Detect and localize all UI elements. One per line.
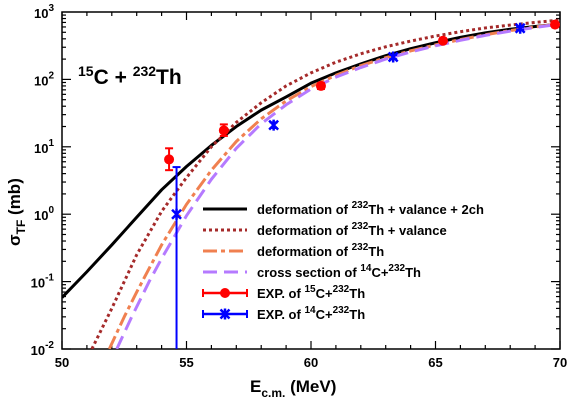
y-tick-label: 100	[34, 205, 54, 223]
x-tick-label: 55	[179, 355, 193, 370]
y-tick-label: 101	[34, 138, 54, 156]
data-point-15c	[315, 80, 326, 91]
y-tick-label: 102	[34, 70, 54, 88]
legend-label-4: cross section of 14C+232Th	[257, 263, 421, 280]
data-point-15c	[437, 35, 448, 46]
data-point-15c	[164, 154, 175, 165]
data-point-15c	[550, 19, 560, 30]
data-point-14c	[171, 208, 182, 220]
x-tick-label: 65	[428, 355, 442, 370]
x-tick-label: 70	[553, 355, 567, 370]
legend-marker	[220, 288, 230, 298]
data-point-14c	[514, 22, 526, 34]
legend-label-2: deformation of 232Th + valance	[257, 221, 447, 238]
legend-marker	[219, 308, 231, 320]
y-tick-label: 103	[34, 3, 54, 21]
series-line-2	[90, 18, 560, 349]
reaction-annotation: 15C + 232Th	[78, 63, 182, 89]
x-tick-label: 60	[304, 355, 318, 370]
x-tick-label: 50	[55, 355, 69, 370]
legend-label-5: EXP. of 15C+232Th	[257, 284, 365, 301]
y-tick-label: 10-1	[31, 273, 55, 291]
series-line-1	[62, 22, 560, 299]
y-tick-label: 10-2	[31, 340, 55, 358]
data-point-15c	[218, 125, 229, 136]
y-axis-label: σTF (mb)	[5, 178, 28, 246]
axis-ticks: 50 55 60 65 70 10-2 10-1 100 101 102 103	[31, 3, 568, 370]
marker-group	[164, 19, 560, 349]
data-point-14c	[387, 51, 399, 63]
data-point-14c	[268, 119, 280, 131]
legend-label-3: deformation of 232Th	[257, 242, 384, 259]
legend-label-1: deformation of 232Th + valance + 2ch	[257, 200, 484, 217]
x-axis-label: Ec.m. (MeV)	[250, 377, 336, 400]
legend-label-6: EXP. of 14C+232Th	[257, 305, 365, 322]
legend: deformation of 232Th + valance + 2ch defo…	[202, 200, 484, 322]
